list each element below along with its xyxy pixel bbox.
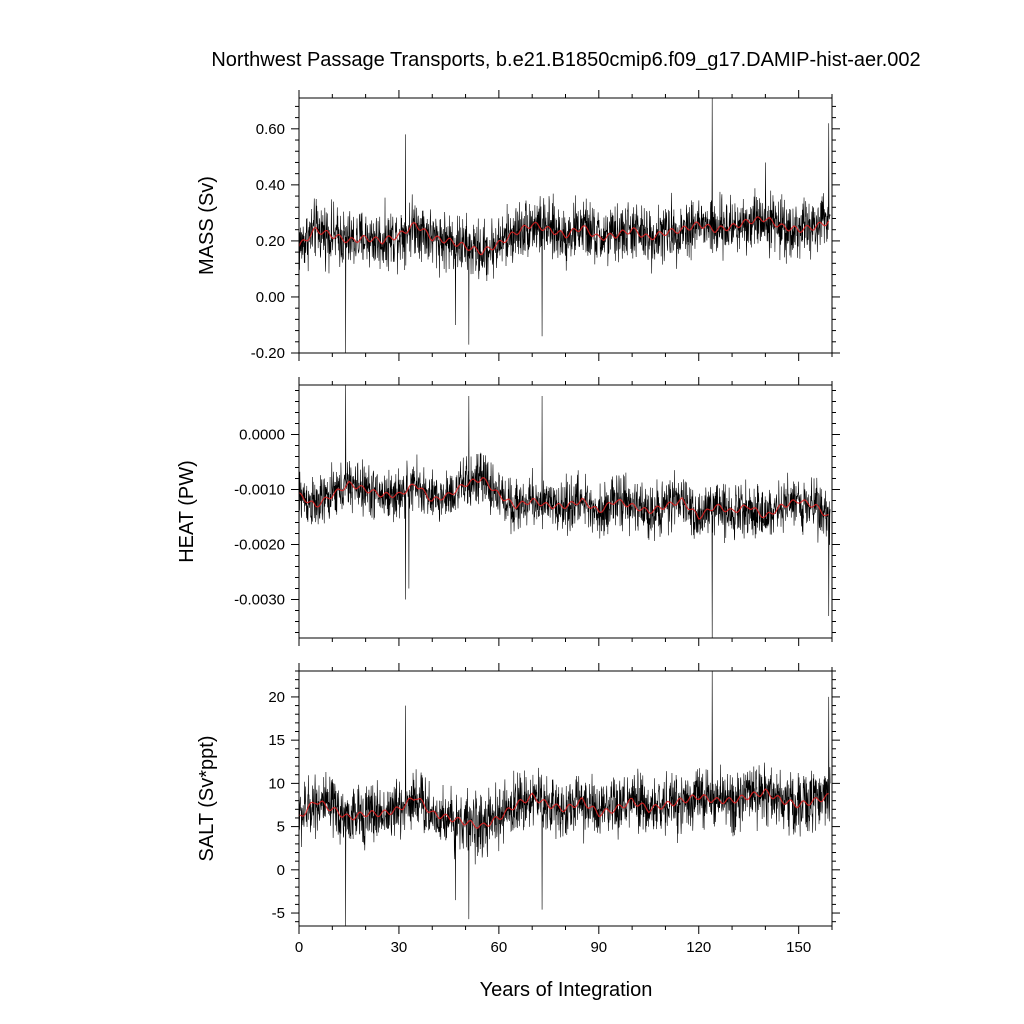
y-tick-label: -0.20 (251, 345, 285, 362)
chart-title: Northwest Passage Transports, b.e21.B185… (211, 49, 920, 71)
y-tick-label: 0 (277, 862, 285, 879)
x-axis-label: Years of Integration (480, 979, 653, 1001)
series-raw-salt (298, 670, 831, 927)
y-tick-label: -5 (272, 905, 285, 922)
y-tick-label: 15 (268, 732, 285, 749)
panel-heat: -0.0030 -0.0020 -0.0010 0.0000 HEAT (PW) (176, 377, 840, 646)
x-tick-label: 0 (295, 939, 303, 956)
y-tick-label: 0.20 (256, 233, 285, 250)
series-smoothed-heat (298, 477, 829, 520)
panel-salt: 0 30 60 90 120 150 -5 0 5 10 15 20 SALT (Sv*ppt) (196, 663, 840, 956)
x-tick-label: 30 (391, 939, 408, 956)
y-axis-label-heat: HEAT (PW) (176, 460, 198, 563)
x-tick-label: 60 (491, 939, 508, 956)
x-tick-label: 120 (686, 939, 711, 956)
series-smoothed-mass (298, 216, 830, 256)
y-tick-label: -0.0010 (234, 482, 285, 499)
y-tick-label: 10 (268, 775, 285, 792)
y-axis-label-mass: MASS (Sv) (196, 176, 218, 275)
y-tick-label: 0.0000 (239, 427, 285, 444)
panel-mass: -0.20 0.00 0.20 0.40 0.60 MASS (Sv) (196, 90, 840, 362)
y-tick-label: -0.0030 (234, 592, 285, 609)
y-axis-label-salt: SALT (Sv*ppt) (196, 736, 218, 862)
y-tick-label: 0.40 (256, 177, 285, 194)
x-tick-label: 90 (590, 939, 607, 956)
y-tick-label: 0.00 (256, 289, 285, 306)
series-smoothed-salt (298, 788, 829, 829)
x-tick-label: 150 (786, 939, 811, 956)
y-tick-label: 0.60 (256, 121, 285, 138)
series-raw-mass (298, 97, 831, 354)
y-tick-label: -0.0020 (234, 537, 285, 554)
y-tick-label: 5 (277, 819, 285, 836)
series-raw-heat (298, 384, 831, 639)
y-tick-label: 20 (268, 689, 285, 706)
